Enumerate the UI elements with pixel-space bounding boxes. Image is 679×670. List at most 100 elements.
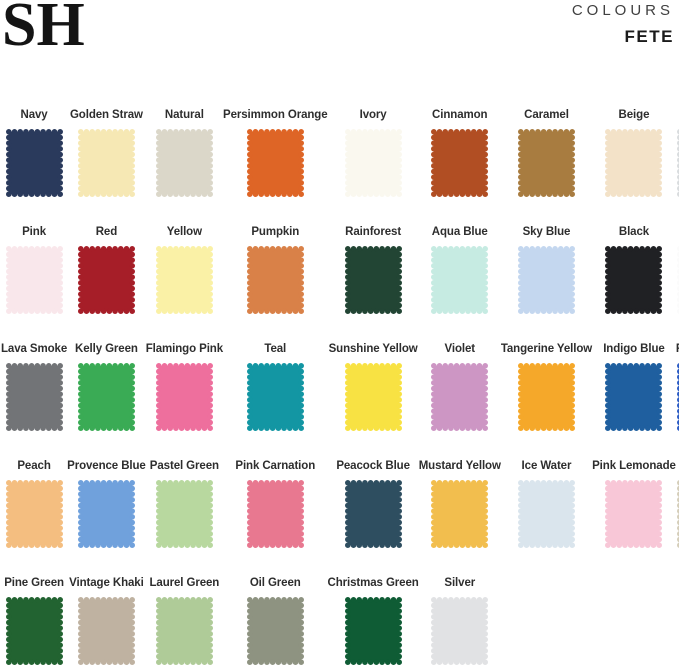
swatch-label: Yellow: [166, 226, 202, 238]
fabric-swatch-icon: [246, 129, 304, 197]
swatch-cell-black: Black: [592, 225, 676, 342]
fabric-swatch-icon: [77, 129, 135, 197]
fabric-swatch-icon: [246, 363, 304, 431]
swatch-cell-violet: Violet: [419, 342, 501, 459]
swatch-label: Natural: [164, 109, 204, 121]
fabric-swatch-icon: [676, 246, 679, 314]
fabric-swatch-icon: [5, 129, 63, 197]
brand-logo: SH: [2, 0, 85, 59]
fabric-swatch-icon: [517, 129, 575, 197]
swatch-label: Ivory: [359, 109, 387, 121]
fabric-swatch-icon: [605, 129, 663, 197]
swatch-cell-birch: Birch: [676, 459, 679, 576]
swatch-label: Kelly Green: [75, 343, 138, 355]
swatch-label: Laurel Green: [149, 577, 220, 589]
swatch-label: Pink: [22, 226, 46, 238]
swatch-cell-christmas-green: Christmas Green: [328, 576, 419, 670]
swatch-label: Aqua Blue: [431, 226, 488, 238]
swatch-label: Black: [618, 226, 650, 238]
collection-name: FETE: [624, 27, 674, 46]
fabric-swatch-icon: [246, 246, 304, 314]
fabric-swatch-icon: [155, 129, 213, 197]
fabric-swatch-icon: [77, 246, 135, 314]
swatch-cell-pastel-green: Pastel Green: [146, 459, 223, 576]
swatch-label: Peacock Blue: [336, 460, 410, 472]
swatch-label: Oil Green: [249, 577, 301, 589]
swatch-cell-vintage-khaki: Vintage Khaki: [67, 576, 146, 670]
swatch-cell-pink-lemonade: Pink Lemonade: [592, 459, 676, 576]
header: SH COLOURS FETE: [0, 0, 679, 62]
swatch-label: Pink Carnation: [235, 460, 316, 472]
swatch-label: Vintage Khaki: [69, 577, 144, 589]
swatch-grid: Navy Golden Straw Natural Persimmon Orange I…: [0, 108, 679, 670]
swatch-cell-navy: Navy: [1, 108, 67, 225]
fabric-swatch-icon: [5, 246, 63, 314]
fabric-swatch-icon: [5, 480, 63, 548]
swatch-cell-kelly-green: Kelly Green: [67, 342, 146, 459]
swatch-cell-ivory: Ivory: [328, 108, 419, 225]
swatch-cell-cinnamon: Cinnamon: [419, 108, 501, 225]
fabric-swatch-icon: [517, 480, 575, 548]
swatch-cell-silver: Silver: [419, 576, 501, 670]
swatch-label: Provence Blue: [67, 460, 146, 472]
fabric-swatch-icon: [605, 246, 663, 314]
swatch-cell-mustard-yellow: Mustard Yellow: [419, 459, 501, 576]
swatch-label: Pink Lemonade: [592, 460, 676, 472]
fabric-swatch-icon: [344, 246, 402, 314]
swatch-cell-pink-carnation: Pink Carnation: [223, 459, 328, 576]
swatch-cell-royal-blue: Royal Blue: [676, 342, 679, 459]
swatch-label: Cinnamon: [432, 109, 488, 121]
fabric-swatch-icon: [246, 597, 304, 665]
swatch-label: Mustard Yellow: [418, 460, 501, 472]
fabric-swatch-icon: [77, 480, 135, 548]
swatch-cell-yellow: Yellow: [146, 225, 223, 342]
swatch-cell-peach: Peach: [1, 459, 67, 576]
swatch-cell-pink: Pink: [1, 225, 67, 342]
swatch-label: Silver: [444, 577, 476, 589]
swatch-cell-peacock-blue: Peacock Blue: [328, 459, 419, 576]
header-right: COLOURS FETE: [572, 0, 674, 47]
swatch-cell-red: Red: [67, 225, 146, 342]
fabric-swatch-icon: [344, 129, 402, 197]
swatch-cell-tangerine-yellow: Tangerine Yellow: [501, 342, 592, 459]
fabric-swatch-icon: [155, 597, 213, 665]
fabric-swatch-icon: [246, 480, 304, 548]
swatch-label: Caramel: [524, 109, 569, 121]
swatch-cell-natural: Natural: [146, 108, 223, 225]
swatch-cell-teal: Teal: [223, 342, 328, 459]
swatch-label: Sky Blue: [522, 226, 571, 238]
swatch-label: Pine Green: [4, 577, 64, 589]
swatch-cell-golden-straw: Golden Straw: [67, 108, 146, 225]
fabric-swatch-icon: [344, 480, 402, 548]
swatch-cell-provence-blue: Provence Blue: [67, 459, 146, 576]
fabric-swatch-icon: [431, 597, 489, 665]
fabric-swatch-icon: [155, 363, 213, 431]
swatch-cell-persimmon-orange: Persimmon Orange: [223, 108, 328, 225]
swatch-label: Persimmon Orange: [223, 109, 328, 121]
swatch-label: Navy: [20, 109, 48, 121]
swatch-label: Golden Straw: [69, 109, 143, 121]
swatch-label: Teal: [264, 343, 287, 355]
swatch-cell-flamingo-pink: Flamingo Pink: [146, 342, 223, 459]
swatch-label: Pastel Green: [149, 460, 219, 472]
fabric-swatch-icon: [5, 597, 63, 665]
swatch-cell-pine-green: Pine Green: [1, 576, 67, 670]
swatch-cell-rainforest: Rainforest: [328, 225, 419, 342]
swatch-label: Royal Blue: [676, 342, 679, 357]
fabric-swatch-icon: [431, 363, 489, 431]
swatch-cell-beige: Beige: [592, 108, 676, 225]
swatch-cell-sky-blue: Sky Blue: [501, 225, 592, 342]
swatch-label: Pumpkin: [251, 226, 300, 238]
fabric-swatch-icon: [431, 129, 489, 197]
swatch-cell-aqua-blue: Aqua Blue: [419, 225, 501, 342]
swatch-cell-white: White: [676, 225, 679, 342]
swatch-label: Peach: [17, 460, 51, 472]
swatch-label: Red: [95, 226, 118, 238]
swatch-cell-sunshine-yellow: Sunshine Yellow: [328, 342, 419, 459]
swatch-label: Rainforest: [345, 226, 402, 238]
swatch-cell-soft-grey: Soft Grey: [676, 108, 679, 225]
fabric-swatch-icon: [517, 363, 575, 431]
swatch-label: Beige: [618, 109, 650, 121]
fabric-swatch-icon: [155, 246, 213, 314]
